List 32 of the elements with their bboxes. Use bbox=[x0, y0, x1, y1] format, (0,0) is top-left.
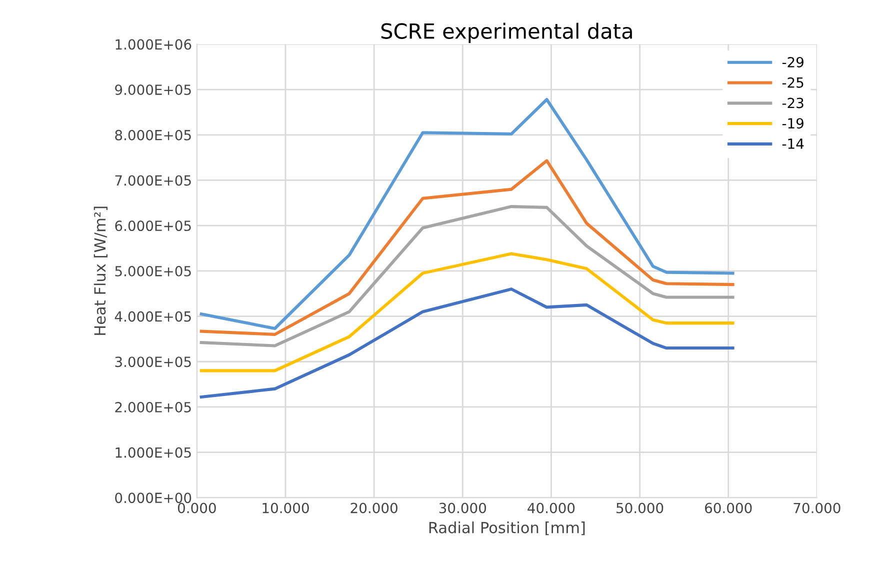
y-tick-label: 3.000E+05 bbox=[115, 356, 191, 368]
line-series bbox=[200, 98, 734, 330]
x-tick-label: 20.000 bbox=[350, 502, 398, 514]
y-axis-title: Heat Flux [W/m²] bbox=[94, 206, 108, 335]
y-tick-label: 4.000E+05 bbox=[114, 311, 191, 322]
legend-label: -23 bbox=[782, 98, 804, 108]
y-tick-label: 6.000E+05 bbox=[115, 220, 191, 232]
x-tick-label: 40.000 bbox=[528, 502, 575, 514]
legend-label: -19 bbox=[782, 118, 804, 129]
chart-title: SCRE experimental data bbox=[381, 22, 632, 43]
y-tick-label: 8.000E+05 bbox=[115, 130, 191, 140]
legend-label: -29 bbox=[782, 56, 804, 68]
y-tick-label: 1.000E+06 bbox=[116, 39, 192, 50]
line-series bbox=[200, 288, 734, 399]
x-tick-label: 60.000 bbox=[705, 502, 752, 514]
x-tick-label: 50.000 bbox=[616, 502, 664, 514]
x-tick-label: 10.000 bbox=[262, 502, 309, 514]
x-tick-label: 0.000 bbox=[178, 502, 216, 514]
x-tick-label: 70.000 bbox=[794, 502, 840, 514]
line-series bbox=[200, 159, 734, 336]
y-tick-label: 2.000E+05 bbox=[115, 402, 191, 412]
y-tick-label: 7.000E+05 bbox=[115, 175, 191, 186]
legend-label: -25 bbox=[782, 77, 804, 88]
line-series bbox=[200, 205, 734, 348]
legend-label: -14 bbox=[782, 138, 804, 149]
y-tick-label: 1.000E+05 bbox=[116, 447, 191, 458]
y-tick-label: 9.000E+05 bbox=[115, 84, 191, 96]
x-tick-label: 30.000 bbox=[439, 502, 486, 514]
y-tick-label: 0.000E+00 bbox=[115, 492, 192, 504]
line-series bbox=[200, 252, 734, 372]
x-axis-title: Radial Position [mm] bbox=[429, 522, 585, 536]
y-tick-label: 5.000E+05 bbox=[115, 266, 191, 276]
